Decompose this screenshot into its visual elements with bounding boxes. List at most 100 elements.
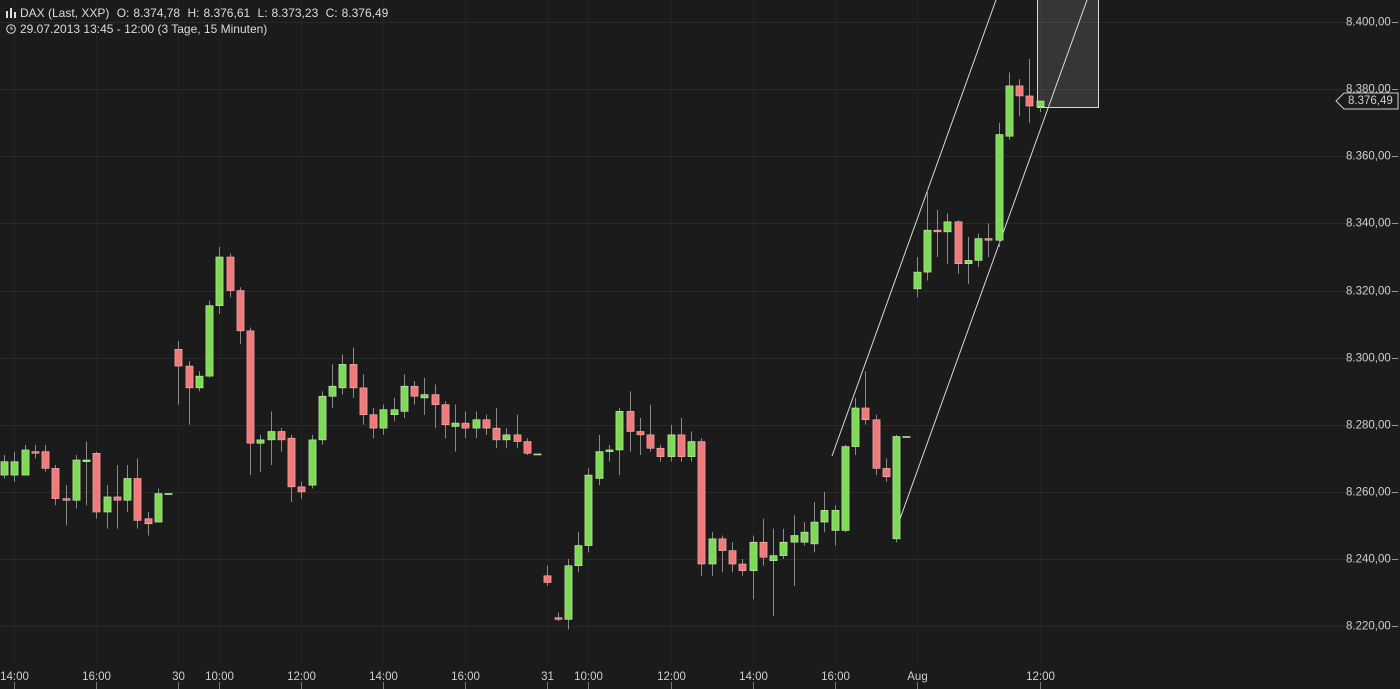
x-tick-label: 16:00 bbox=[451, 671, 480, 683]
candle-body bbox=[441, 404, 450, 426]
candle-body bbox=[523, 441, 532, 454]
candle-body bbox=[1005, 85, 1014, 137]
candle-body bbox=[841, 446, 850, 531]
candle-body bbox=[0, 461, 9, 476]
candle-body bbox=[626, 411, 635, 432]
candle-body bbox=[646, 434, 655, 449]
candle-body bbox=[902, 436, 911, 438]
candle-body bbox=[10, 461, 19, 476]
candle-body bbox=[584, 474, 593, 546]
candle-body bbox=[831, 510, 840, 531]
candle-body bbox=[933, 229, 942, 233]
candle-body bbox=[769, 555, 778, 561]
candle-body bbox=[338, 364, 347, 389]
candle-body bbox=[349, 364, 358, 389]
candle-body bbox=[472, 419, 481, 429]
candle-body bbox=[708, 538, 717, 565]
candle-body bbox=[133, 478, 142, 521]
candle-body bbox=[205, 305, 214, 377]
candle-body bbox=[164, 493, 173, 495]
x-tick-label: 16:00 bbox=[82, 671, 111, 683]
x-tick-label: 14:00 bbox=[0, 671, 29, 683]
price-tag bbox=[1335, 92, 1399, 110]
y-tick-label: 8.300,00 bbox=[1346, 353, 1391, 365]
candle-body bbox=[144, 518, 153, 525]
header-line: 29.07.2013 13:45 - 12:00 (3 Tage, 15 Min… bbox=[6, 21, 392, 37]
candle-body bbox=[1025, 95, 1034, 107]
x-tick-label: 10:00 bbox=[205, 671, 234, 683]
candle-body bbox=[697, 441, 706, 565]
candle-body bbox=[31, 451, 40, 454]
candle-body bbox=[656, 447, 665, 457]
x-tick-label: 16:00 bbox=[821, 671, 850, 683]
candle-body bbox=[790, 535, 799, 543]
candle-body bbox=[872, 419, 881, 469]
candle-body bbox=[226, 256, 235, 291]
chart-icon bbox=[6, 8, 16, 18]
x-tick-label: 12:00 bbox=[657, 671, 686, 683]
instrument: DAX (Last, XXP) bbox=[20, 6, 110, 20]
candle-body bbox=[492, 427, 501, 441]
header-line: DAX (Last, XXP) O: 8.374,78 H: 8.376,61 L:… bbox=[6, 5, 392, 21]
candle-body bbox=[185, 365, 194, 389]
candle-body bbox=[687, 441, 696, 457]
candle-body bbox=[533, 453, 542, 456]
candle-body bbox=[482, 419, 491, 429]
candle-body bbox=[410, 385, 419, 397]
candle-body bbox=[636, 431, 645, 436]
candle-body bbox=[92, 452, 101, 513]
candle-body bbox=[328, 385, 337, 397]
candle-body bbox=[297, 486, 306, 493]
x-tick-label: 30 bbox=[172, 671, 185, 683]
candle-body bbox=[779, 541, 788, 556]
candle-body bbox=[451, 422, 460, 427]
y-tick-label: 8.340,00 bbox=[1346, 218, 1391, 230]
candle-body bbox=[964, 260, 973, 265]
candle-body bbox=[195, 375, 204, 389]
candle-body bbox=[236, 290, 245, 332]
drawings bbox=[831, 0, 1099, 531]
candle-body bbox=[369, 414, 378, 429]
candle-body bbox=[287, 437, 296, 488]
candle-body bbox=[379, 409, 388, 429]
candle-body bbox=[72, 459, 81, 501]
candle-body bbox=[41, 451, 50, 469]
candle-body bbox=[113, 496, 122, 501]
candle-body bbox=[923, 229, 932, 273]
candle-body bbox=[103, 496, 112, 513]
candle-body bbox=[615, 411, 624, 451]
candle-body bbox=[759, 541, 768, 558]
candle-body bbox=[574, 545, 583, 566]
candle-body bbox=[892, 436, 901, 540]
candle-body bbox=[810, 521, 819, 545]
ohlc-label: L: bbox=[257, 6, 268, 20]
x-tick-label: 14:00 bbox=[369, 671, 398, 683]
candle-body bbox=[62, 498, 71, 501]
candle-body bbox=[267, 431, 276, 441]
ohlc-value: 8.373,23 bbox=[271, 6, 319, 20]
candle-body bbox=[954, 221, 963, 265]
candle-body bbox=[359, 387, 368, 416]
candle-body bbox=[718, 538, 727, 551]
candle-body bbox=[502, 434, 511, 441]
channel-line bbox=[895, 0, 1088, 531]
candle-body bbox=[174, 348, 183, 367]
candle-body bbox=[995, 134, 1004, 241]
y-tick-label: 8.240,00 bbox=[1346, 554, 1391, 566]
candle-body bbox=[882, 468, 891, 478]
x-tick-label: Aug bbox=[907, 671, 927, 683]
candle-body bbox=[851, 407, 860, 447]
candle-body bbox=[543, 575, 552, 583]
candle-body bbox=[984, 238, 993, 241]
candle-body bbox=[913, 271, 922, 290]
candle-body bbox=[820, 510, 829, 523]
x-tick-label: 14:00 bbox=[739, 671, 768, 683]
ohlc-value: 8.376,61 bbox=[203, 6, 251, 20]
y-tick-label: 8.400,00 bbox=[1346, 17, 1391, 29]
candle-body bbox=[943, 221, 952, 233]
x-tick-label: 12:00 bbox=[1026, 671, 1055, 683]
x-tick-label: 10:00 bbox=[574, 671, 603, 683]
y-tick-label: 8.260,00 bbox=[1346, 487, 1391, 499]
